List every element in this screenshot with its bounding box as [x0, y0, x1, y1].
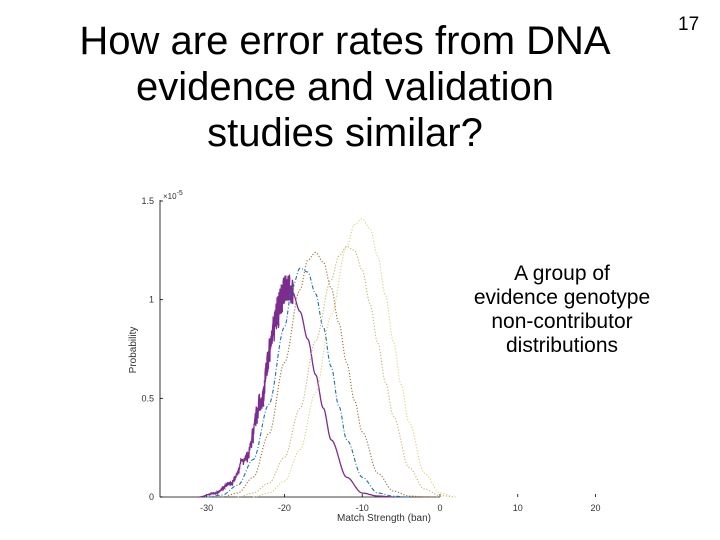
y-exponent-base: ×10	[163, 192, 177, 201]
x-tick-label: 0	[437, 503, 442, 513]
y-axis-label: Probability	[128, 327, 139, 374]
y-exponent-power: -5	[177, 190, 183, 197]
series-line	[253, 218, 456, 498]
x-tick-label: -20	[278, 503, 291, 513]
series-line	[206, 267, 409, 498]
y-tick-label: 1	[149, 295, 154, 305]
x-tick-label: -30	[200, 503, 213, 513]
title-line: evidence and validation	[135, 65, 555, 109]
x-tick-label: -10	[356, 503, 369, 513]
annotation-line: evidence genotype	[473, 286, 651, 309]
chart-annotation: A group of evidence genotype non-contrib…	[452, 262, 672, 358]
y-tick-label: 0.5	[141, 393, 154, 403]
slide-number: 17	[678, 14, 700, 35]
series-line	[237, 245, 456, 498]
y-tick-label: 0	[149, 492, 154, 502]
series-line	[198, 274, 394, 498]
x-tick-label: 20	[591, 503, 601, 513]
chart-ticks: -30 -20 -10 0 10 20 0 0.5 1 1.5	[141, 196, 600, 513]
annotation-line: A group of	[514, 262, 610, 285]
y-axis-exponent: ×10-5	[163, 190, 183, 201]
title-line: How are error rates from DNA	[79, 19, 611, 63]
title-line: studies similar?	[207, 111, 483, 155]
x-tick-label: 10	[513, 503, 523, 513]
x-axis-label: Match Strength (ban)	[337, 513, 431, 524]
chart-axes: Match Strength (ban) Probability ×10-5	[128, 190, 440, 524]
slide-title: How are error rates from DNA evidence an…	[40, 18, 650, 156]
series-line	[222, 251, 440, 498]
annotation-line: distributions	[505, 334, 619, 357]
chart-series	[198, 218, 456, 498]
annotation-line: non-contributor	[491, 310, 633, 333]
y-tick-label: 1.5	[141, 196, 154, 206]
